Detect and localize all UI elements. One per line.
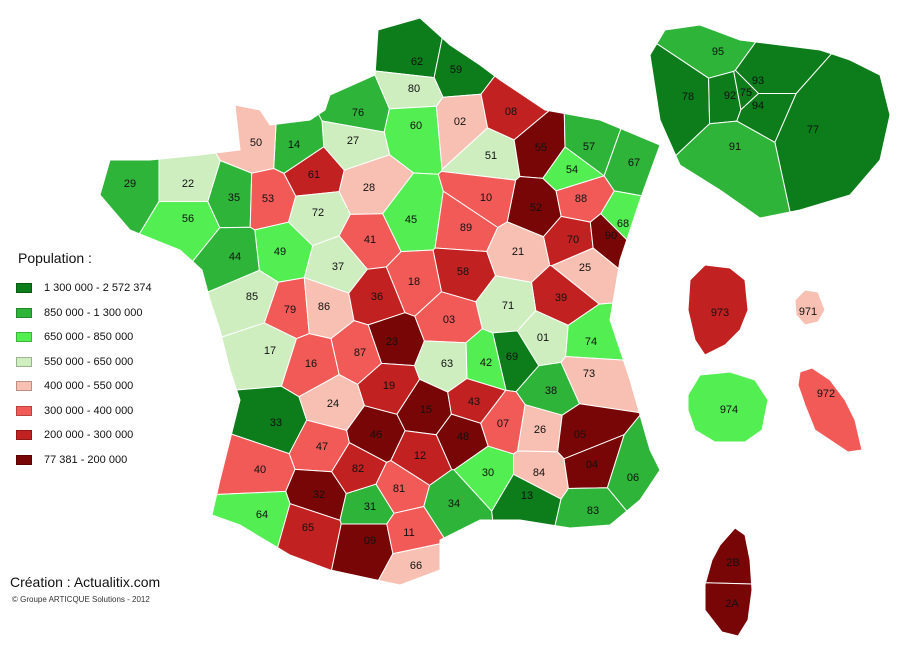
legend-label: 77 381 - 200 000 (44, 453, 128, 466)
department-971 (794, 289, 826, 326)
legend-item: 1 300 000 - 2 572 374 (16, 276, 152, 301)
department-972 (797, 367, 863, 453)
department-62 (374, 17, 443, 79)
legend-item: 300 000 - 400 000 (16, 399, 152, 424)
department-65 (277, 503, 342, 571)
legend-swatch (16, 356, 32, 367)
department-2B (704, 527, 753, 585)
department-64 (211, 490, 291, 549)
department-2A (704, 582, 753, 637)
department-44 (191, 226, 260, 293)
legend-item: 77 381 - 200 000 (16, 448, 152, 473)
legend-item: 200 000 - 300 000 (16, 423, 152, 448)
legend-item: 850 000 - 1 300 000 (16, 301, 152, 326)
department-83 (554, 487, 628, 529)
legend-item: 650 000 - 850 000 (16, 325, 152, 350)
legend-title: Population : (18, 250, 92, 266)
legend-swatch (16, 307, 32, 318)
department-06 (606, 414, 661, 512)
legend-label: 650 000 - 850 000 (44, 331, 134, 344)
legend-item: 550 000 - 650 000 (16, 350, 152, 375)
department-11 (386, 505, 445, 555)
department-974 (687, 371, 769, 443)
legend-label: 550 000 - 650 000 (44, 355, 134, 368)
department-77 (774, 53, 891, 213)
legend-label: 300 000 - 400 000 (44, 404, 134, 417)
legend-swatch (16, 405, 32, 416)
copyright-text: © Groupe ARTICQUE Solutions - 2012 (12, 595, 150, 604)
department-91 (675, 120, 791, 219)
legend-label: 200 000 - 300 000 (44, 429, 134, 442)
legend-label: 850 000 - 1 300 000 (44, 306, 143, 319)
legend-label: 1 300 000 - 2 572 374 (44, 282, 152, 295)
department-66 (377, 543, 441, 586)
legend-swatch (16, 430, 32, 441)
department-973 (687, 264, 749, 356)
department-regions (99, 17, 891, 637)
department-34 (423, 469, 494, 539)
legend-label: 400 000 - 550 000 (44, 380, 134, 393)
legend: 1 300 000 - 2 572 374 850 000 - 1 300 00… (16, 276, 152, 472)
legend-swatch (16, 332, 32, 343)
credit-text: Création : Actualitix.com (10, 574, 161, 590)
legend-swatch (16, 283, 32, 294)
legend-swatch (16, 454, 32, 465)
legend-swatch (16, 381, 32, 392)
legend-item: 400 000 - 550 000 (16, 374, 152, 399)
